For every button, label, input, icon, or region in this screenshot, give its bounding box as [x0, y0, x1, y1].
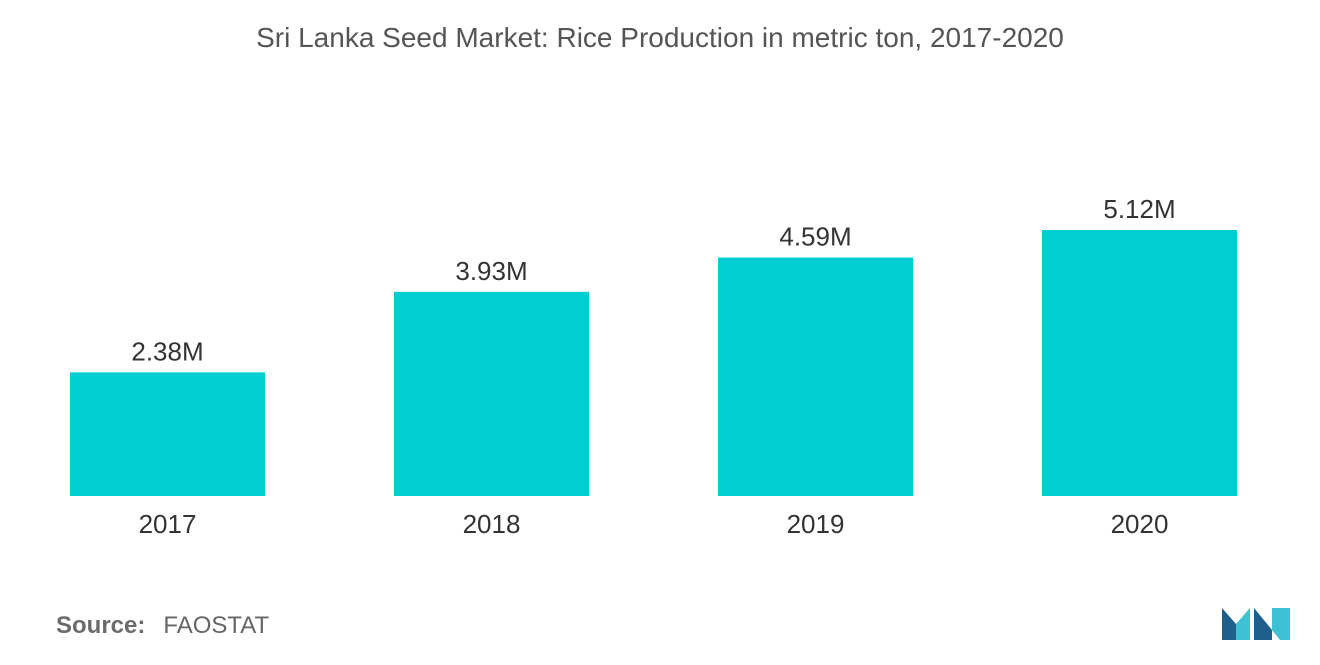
data-label-2019: 4.59M — [779, 222, 851, 252]
x-tick-label-2020: 2020 — [1111, 509, 1169, 539]
source-label: Source: — [56, 612, 146, 639]
data-label-2020: 5.12M — [1103, 194, 1175, 224]
bar-2017 — [70, 372, 265, 496]
source-line: Source: FAOSTAT — [56, 612, 269, 640]
logo-shape-right — [1272, 608, 1290, 640]
bar-2019 — [718, 257, 913, 496]
logo-shape-left — [1222, 608, 1236, 640]
mordor-intelligence-logo-icon — [1222, 608, 1290, 640]
source-value: FAOSTAT — [163, 612, 270, 639]
x-tick-label-2019: 2019 — [787, 509, 845, 539]
bar-2018 — [394, 291, 589, 496]
logo-shape-mid-right — [1254, 608, 1272, 640]
x-tick-label-2017: 2017 — [139, 509, 197, 539]
x-tick-label-2018: 2018 — [463, 509, 521, 539]
data-label-2018: 3.93M — [455, 256, 527, 286]
chart-title: Sri Lanka Seed Market: Rice Production i… — [256, 22, 1064, 53]
logo-shape-mid — [1236, 608, 1250, 640]
bar-2020 — [1042, 230, 1237, 496]
data-label-2017: 2.38M — [131, 336, 203, 366]
